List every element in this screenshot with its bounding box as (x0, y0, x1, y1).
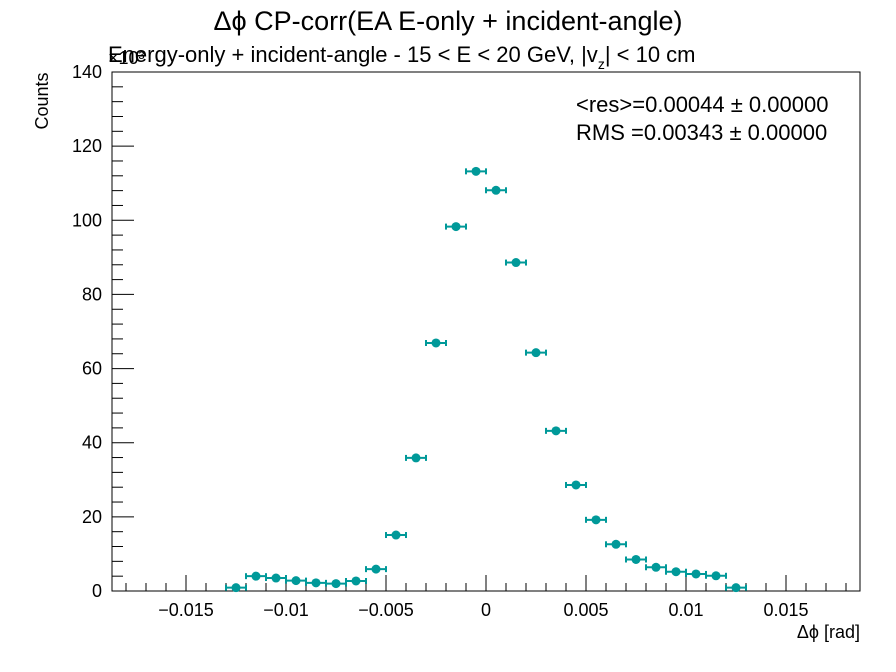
point-marker (431, 338, 441, 348)
data-point (305, 578, 327, 588)
point-marker (511, 258, 521, 268)
point-marker (571, 480, 581, 490)
point-marker (251, 571, 261, 581)
y-tick-label: 20 (82, 507, 102, 527)
point-marker (331, 579, 341, 589)
data-point (525, 348, 547, 358)
point-marker (711, 571, 721, 581)
chart-subtitle: Energy-only + incident-angle - 15 < E < … (108, 42, 696, 72)
data-point (545, 426, 567, 436)
data-point (425, 338, 447, 348)
subtitle-prefix: Energy-only + incident-angle - 15 < E < … (108, 42, 598, 67)
point-marker (531, 348, 541, 358)
data-point (645, 562, 667, 572)
x-tick-label: 0 (481, 600, 491, 620)
point-marker (651, 562, 661, 572)
data-point (665, 567, 687, 577)
stats-mean: <res>=0.00044 ± 0.00000 (576, 92, 828, 117)
data-point (225, 583, 247, 593)
y-tick-label: 120 (72, 136, 102, 156)
point-marker (231, 583, 241, 593)
data-point (265, 573, 287, 583)
y-tick-label: 40 (82, 433, 102, 453)
y-tick-label: 100 (72, 210, 102, 230)
point-marker (391, 530, 401, 540)
point-marker (691, 569, 701, 579)
x-tick-label: −0.005 (358, 600, 414, 620)
point-marker (351, 576, 361, 586)
y-tick-label: 60 (82, 359, 102, 379)
data-point (585, 515, 607, 525)
point-marker (731, 583, 741, 593)
data-point (505, 258, 527, 268)
x-tick-label: 0.01 (668, 600, 703, 620)
point-marker (411, 453, 421, 463)
point-marker (631, 554, 641, 564)
data-point (605, 539, 627, 549)
y-tick-label: 80 (82, 284, 102, 304)
point-marker (471, 166, 481, 176)
point-marker (671, 567, 681, 577)
data-point (565, 480, 587, 490)
data-point (465, 166, 487, 176)
point-marker (551, 426, 561, 436)
y-exponent-label: ×10³ (108, 48, 145, 68)
x-tick-label: −0.01 (263, 600, 309, 620)
x-tick-label: 0.005 (563, 600, 608, 620)
point-marker (451, 222, 461, 232)
x-tick-label: 0.015 (763, 600, 808, 620)
x-axis-label: Δϕ [rad] (797, 622, 860, 642)
data-point (705, 571, 727, 581)
data-points (225, 166, 747, 593)
y-tick-label: 0 (92, 581, 102, 601)
point-marker (271, 573, 281, 583)
point-marker (291, 576, 301, 586)
chart-title: Δϕ CP-corr(EA E-only + incident-angle) (213, 6, 682, 36)
data-point (345, 576, 367, 586)
subtitle-subscript: z (598, 56, 605, 72)
data-point (325, 579, 347, 589)
point-marker (371, 564, 381, 574)
point-marker (611, 539, 621, 549)
data-point (685, 569, 707, 579)
data-point (385, 530, 407, 540)
data-point (485, 185, 507, 195)
y-axis-label: Counts (32, 72, 52, 129)
plot-frame (111, 71, 861, 592)
data-point (445, 222, 467, 232)
data-point (285, 576, 307, 586)
point-marker (491, 185, 501, 195)
data-point (365, 564, 387, 574)
x-tick-label: −0.015 (158, 600, 214, 620)
data-point (725, 583, 747, 593)
subtitle-suffix: | < 10 cm (605, 42, 696, 67)
data-point (245, 571, 267, 581)
y-ticks: 0 20 40 60 80 100 120 140 (72, 62, 134, 601)
data-point (405, 453, 427, 463)
stats-rms: RMS =0.00343 ± 0.00000 (576, 120, 827, 145)
point-marker (311, 578, 321, 588)
point-marker (591, 515, 601, 525)
x-ticks: −0.015 −0.01 −0.005 0 0.005 0.01 0.015 (125, 575, 847, 620)
data-point (625, 554, 647, 564)
y-tick-label: 140 (72, 62, 102, 82)
